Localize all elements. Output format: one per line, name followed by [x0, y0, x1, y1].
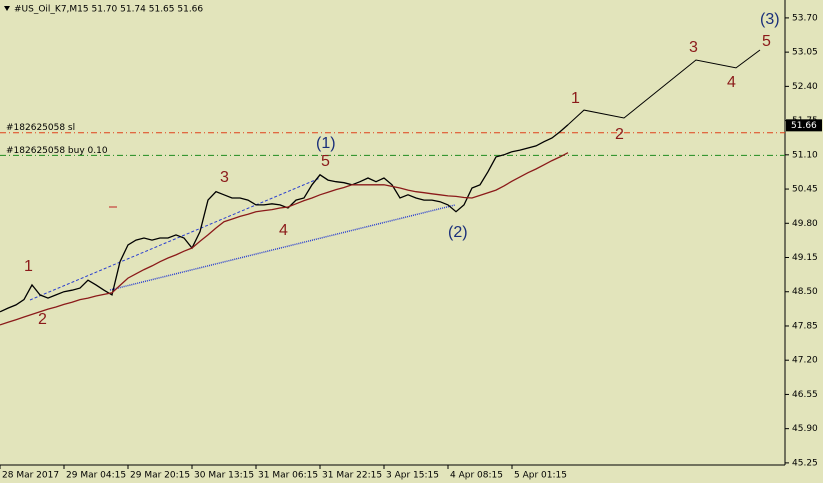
- wave-label: 2: [615, 126, 624, 143]
- x-tick-label: 28 Mar 2017: [2, 471, 59, 481]
- x-tick-label: 29 Mar 20:15: [130, 471, 190, 481]
- price-label: 51.66: [791, 121, 817, 131]
- wave-label: 1: [571, 90, 580, 107]
- y-tick-label: 45.90: [792, 424, 818, 434]
- wave-label: 5: [321, 153, 330, 170]
- wave-label: (2): [448, 224, 468, 241]
- wave-label: (3): [760, 11, 780, 28]
- trend-line: [29, 177, 321, 301]
- series-line: [0, 124, 569, 313]
- trend-line: [109, 204, 456, 291]
- x-tick-label: 31 Mar 06:15: [258, 471, 318, 481]
- y-tick-label: 46.55: [792, 390, 818, 400]
- x-tick-label: 30 Mar 13:15: [194, 471, 254, 481]
- price-box: [786, 119, 822, 132]
- y-tick-label: 49.15: [792, 253, 818, 263]
- wave-label: 3: [220, 169, 229, 186]
- title-icon: [4, 6, 10, 11]
- y-tick-label: 53.05: [792, 48, 818, 58]
- series-line: [0, 152, 569, 326]
- y-tick-label: 45.25: [792, 458, 818, 468]
- x-tick-label: 31 Mar 22:15: [322, 471, 382, 481]
- y-tick-label: 53.70: [792, 13, 818, 23]
- y-tick-label: 49.80: [792, 219, 818, 229]
- y-tick-label: 51.10: [792, 150, 818, 160]
- x-tick-label: 29 Mar 04:15: [66, 471, 126, 481]
- wave-label: 1: [24, 258, 33, 275]
- wave-label: 4: [279, 222, 288, 239]
- wave-label: 2: [38, 311, 47, 328]
- y-tick-label: 50.45: [792, 185, 818, 195]
- y-tick-label: 52.40: [792, 82, 818, 92]
- series-line: [567, 49, 761, 126]
- wave-label: (1): [316, 135, 336, 152]
- level-label: #182625058 buy 0.10: [6, 146, 108, 156]
- y-tick-label: 47.85: [792, 321, 818, 331]
- x-tick-label: 5 Apr 01:15: [514, 471, 567, 481]
- chart-title: #US_Oil_K7,M15 51.70 51.74 51.65 51.66: [14, 5, 203, 15]
- level-label: #182625058 sl: [6, 123, 75, 133]
- y-tick-label: 48.50: [792, 287, 818, 297]
- wave-label: 5: [762, 33, 771, 50]
- wave-label: 3: [689, 39, 698, 56]
- wave-label: 4: [727, 74, 736, 91]
- x-tick-label: 4 Apr 08:15: [450, 471, 503, 481]
- y-tick-label: 47.20: [792, 356, 818, 366]
- x-tick-label: 3 Apr 15:15: [386, 471, 439, 481]
